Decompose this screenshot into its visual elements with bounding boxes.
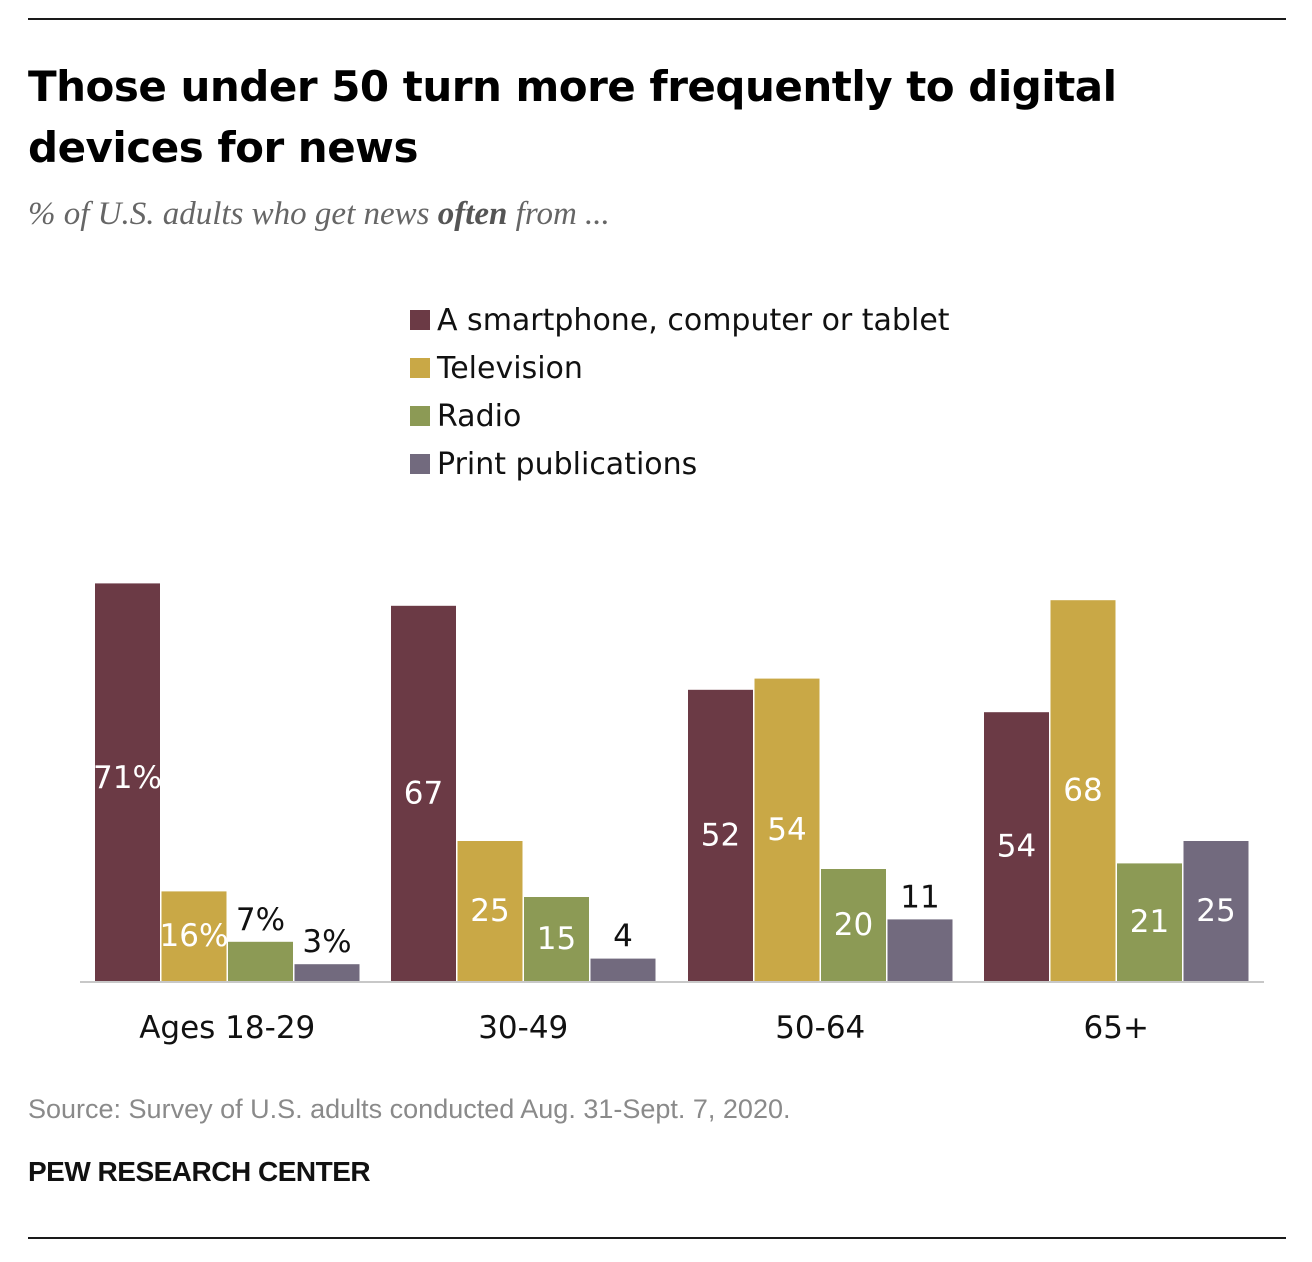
top-rule — [28, 18, 1286, 20]
legend-swatch-print — [410, 454, 430, 474]
legend-label-print: Print publications — [437, 446, 698, 482]
bar-print-50-64 — [887, 919, 953, 981]
subtitle-prefix: % of U.S. adults who get news — [28, 196, 438, 232]
data-label-television-65plus: 68 — [1063, 773, 1102, 809]
bar-radio-50-64 — [821, 869, 886, 981]
bar-radio-18-29 — [228, 941, 293, 981]
bar-television-65plus — [1050, 600, 1116, 981]
bar-digital-30-49 — [391, 605, 456, 981]
data-label-print-30-49: 4 — [613, 919, 633, 955]
bar-television-30-49 — [457, 841, 523, 981]
data-label-digital-50-64: 52 — [701, 817, 740, 853]
legend-label-radio: Radio — [437, 398, 522, 434]
data-label-television-18-29: 16% — [160, 918, 229, 954]
x-tick-label-30-49: 30-49 — [478, 1010, 568, 1046]
legend-label-digital: A smartphone, computer or tablet — [437, 302, 950, 338]
data-label-digital-30-49: 67 — [404, 775, 443, 811]
data-label-television-30-49: 25 — [470, 893, 509, 929]
bar-television-50-64 — [754, 678, 820, 981]
bar-print-65plus — [1183, 841, 1249, 981]
chart-subtitle: % of U.S. adults who get news often from… — [28, 196, 610, 233]
data-label-radio-65plus: 21 — [1130, 904, 1169, 940]
bar-print-30-49 — [590, 958, 656, 981]
data-label-print-50-64: 11 — [900, 879, 939, 915]
data-label-radio-50-64: 20 — [834, 907, 873, 943]
legend-item-digital: A smartphone, computer or tablet — [410, 296, 950, 344]
data-label-print-65plus: 25 — [1196, 893, 1235, 929]
legend-item-radio: Radio — [410, 392, 950, 440]
x-tick-label-50-64: 50-64 — [775, 1010, 865, 1046]
data-label-digital-18-29: 71% — [93, 760, 162, 796]
data-label-radio-30-49: 15 — [537, 921, 576, 957]
data-label-print-18-29: 3% — [302, 924, 351, 960]
legend-swatch-radio — [410, 406, 430, 426]
x-tick-label-18-29: Ages 18-29 — [139, 1010, 315, 1046]
bar-radio-65plus — [1117, 863, 1182, 981]
chart-legend: A smartphone, computer or tablet Televis… — [410, 296, 950, 488]
data-label-radio-18-29: 7% — [236, 902, 285, 938]
chart-title: Those under 50 turn more frequently to d… — [28, 62, 1117, 172]
legend-label-television: Television — [437, 350, 583, 386]
x-tick-label-65plus: 65+ — [1084, 1010, 1149, 1046]
bar-digital-65plus — [984, 712, 1049, 981]
data-label-television-50-64: 54 — [767, 812, 806, 848]
bar-radio-30-49 — [524, 897, 589, 981]
subtitle-emphasis: often — [437, 196, 508, 232]
bar-digital-18-29 — [95, 583, 160, 981]
legend-item-television: Television — [410, 344, 950, 392]
bar-print-18-29 — [294, 964, 360, 981]
brand-logo-text: PEW RESEARCH CENTER — [28, 1156, 371, 1187]
data-label-digital-65plus: 54 — [997, 829, 1036, 865]
legend-item-print: Print publications — [410, 440, 950, 488]
bar-digital-50-64 — [688, 689, 753, 981]
bar-television-18-29 — [161, 891, 227, 981]
legend-swatch-digital — [410, 310, 430, 330]
source-note: Source: Survey of U.S. adults conducted … — [28, 1094, 791, 1124]
bottom-rule — [28, 1237, 1286, 1239]
subtitle-suffix: from ... — [507, 196, 610, 232]
legend-swatch-television — [410, 358, 430, 378]
